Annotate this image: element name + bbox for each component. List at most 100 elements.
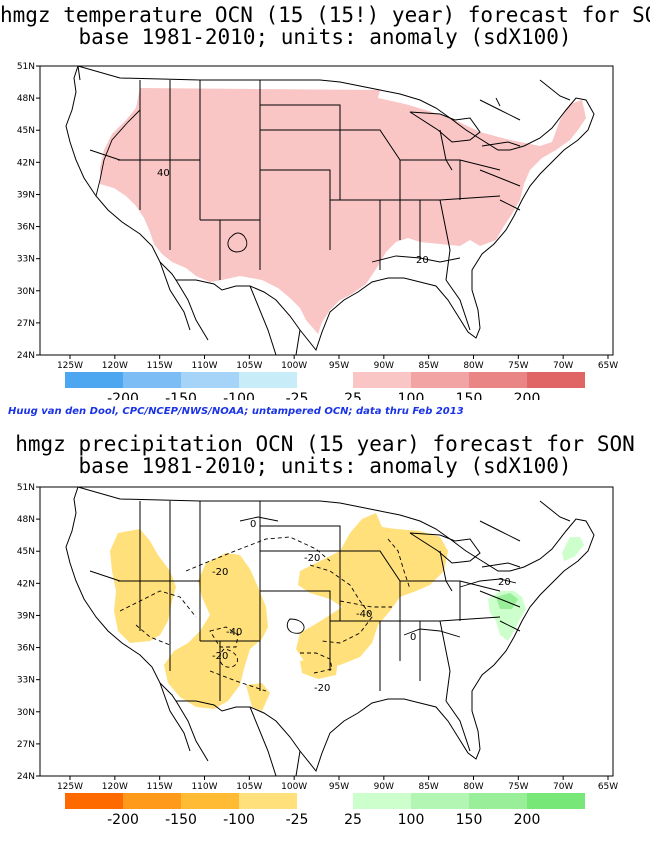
lon-label: 85W (418, 361, 438, 371)
lat-label: 42N (17, 579, 35, 589)
precip-title-line1: hmgz precipitation OCN (15 year) forecas… (15, 432, 635, 456)
lat-label: 45N (17, 547, 35, 557)
legend-label-negative: -200 (107, 391, 139, 400)
precip-solid-contours (239, 516, 517, 638)
legend-label-positive: 25 (344, 391, 362, 400)
precip-contour-label: 0 (250, 519, 256, 530)
precip-contours (119, 536, 411, 692)
lon-label: 70W (553, 782, 573, 792)
legend-label-positive: 200 (514, 812, 541, 828)
legend-label-negative: -100 (223, 391, 255, 400)
temp-contour-label-40: 40 (157, 168, 170, 179)
lon-label: 120W (102, 361, 128, 371)
temp-borders (65, 66, 595, 355)
lat-label: 33N (17, 676, 35, 686)
lon-label: 105W (236, 782, 262, 792)
temp-lon-axis: 125W 120W 115W 110W 105W 100W 95W 90W 85W 80W 75W 7… (57, 355, 618, 371)
precip-lat-axis: 51N 48N 45N 42N 39N 36N 33N 30N 27N 24N (17, 483, 40, 782)
legend-swatch-negative (181, 372, 239, 388)
legend-label-positive: 150 (456, 391, 483, 400)
legend-swatch-positive (411, 793, 469, 809)
lon-label: 65W (598, 361, 618, 371)
legend-label-positive: 25 (344, 812, 362, 828)
temp-lat-axis: 51N 48N 45N 42N 39N 36N 33N 30N 27N 24N (17, 62, 40, 361)
precip-contour-label: 20 (498, 577, 511, 588)
lon-label: 120W (102, 782, 128, 792)
precip-positive-anomaly-regions (488, 537, 584, 641)
temp-title-line1: hmgz temperature OCN (15 (15!) year) for… (0, 3, 650, 27)
lon-label: 95W (329, 361, 349, 371)
lon-label: 85W (418, 782, 438, 792)
lon-label: 65W (598, 782, 618, 792)
legend-swatch-negative (123, 793, 181, 809)
lat-label: 39N (17, 190, 35, 200)
lon-label: 105W (236, 361, 262, 371)
precip-contour-label: -20 (212, 651, 228, 662)
precip-contour-label: -20 (314, 683, 330, 694)
lon-label: 100W (281, 782, 307, 792)
lat-label: 48N (17, 94, 35, 104)
lon-label: 90W (374, 782, 394, 792)
legend-label-negative: -25 (286, 812, 309, 828)
credit-line: Huug van den Dool, CPC/NCEP/NWS/NOAA; un… (8, 406, 464, 417)
precip-legend: -200 -150 -100 -25 25 100 150 200 (65, 793, 585, 828)
lat-label: 51N (17, 483, 35, 493)
lat-label: 24N (17, 772, 35, 782)
precip-title-line2: base 1981-2010; units: anomaly (sdX100) (78, 454, 572, 478)
lat-label: 45N (17, 126, 35, 136)
precip-contour-label: -40 (226, 627, 242, 638)
lon-label: 90W (374, 361, 394, 371)
lat-label: 39N (17, 611, 35, 621)
legend-swatch-negative (239, 793, 297, 809)
temp-contours (95, 97, 501, 263)
legend-label-positive: 100 (398, 812, 425, 828)
lat-label: 27N (17, 319, 35, 329)
temp-positive-anomaly-region (100, 88, 586, 334)
lon-label: 110W (191, 361, 217, 371)
legend-swatch-positive (469, 793, 527, 809)
lon-label: 115W (147, 361, 173, 371)
precip-contour-label: -40 (356, 609, 372, 620)
legend-swatch-negative (239, 372, 297, 388)
legend-swatch-positive (527, 372, 585, 388)
legend-swatch-positive (353, 372, 411, 388)
temp-legend: -200 -150 -100 -25 25 100 150 200 (65, 372, 585, 400)
lon-label: 125W (57, 782, 83, 792)
lon-label: 70W (553, 361, 573, 371)
lat-label: 30N (17, 708, 35, 718)
lon-label: 110W (191, 782, 217, 792)
precip-lon-axis: 125W 120W 115W 110W 105W 100W 95W 90W 85W 80W 75W 7… (57, 776, 618, 792)
lon-label: 80W (463, 782, 483, 792)
legend-label-negative: -200 (107, 812, 139, 828)
legend-swatch-negative (123, 372, 181, 388)
lat-label: 42N (17, 158, 35, 168)
legend-label-positive: 200 (514, 391, 541, 400)
legend-swatch-positive (527, 793, 585, 809)
lon-label: 80W (463, 361, 483, 371)
lon-label: 115W (147, 782, 173, 792)
lon-label: 75W (508, 361, 528, 371)
legend-swatch-positive (411, 372, 469, 388)
lat-label: 51N (17, 62, 35, 72)
precip-contour-labels: 0 -20 -20 -40 -40 -20 -20 0 20 (212, 519, 511, 694)
legend-swatch-positive (353, 793, 411, 809)
lon-label: 95W (329, 782, 349, 792)
precip-contour-label: -20 (212, 567, 228, 578)
precip-contour-label: 0 (410, 632, 416, 643)
legend-swatch-negative (65, 372, 123, 388)
lon-label: 100W (281, 361, 307, 371)
precip-borders (65, 487, 595, 776)
legend-label-positive: 150 (456, 812, 483, 828)
lat-label: 36N (17, 223, 35, 233)
temp-title-line2: base 1981-2010; units: anomaly (sdX100) (78, 25, 572, 49)
temperature-map: 40 20 51N 48N 45N 42N 39N 36N 33N 30N 27N 24N 125… (17, 62, 618, 400)
lat-label: 48N (17, 515, 35, 525)
legend-swatch-negative (181, 793, 239, 809)
legend-swatch-positive (469, 372, 527, 388)
lat-label: 30N (17, 287, 35, 297)
precip-map-frame (39, 486, 614, 777)
precip-negative-anomaly-regions (110, 513, 448, 711)
legend-label-negative: -150 (165, 391, 197, 400)
legend-label-negative: -150 (165, 812, 197, 828)
precip-green-core (496, 593, 518, 609)
